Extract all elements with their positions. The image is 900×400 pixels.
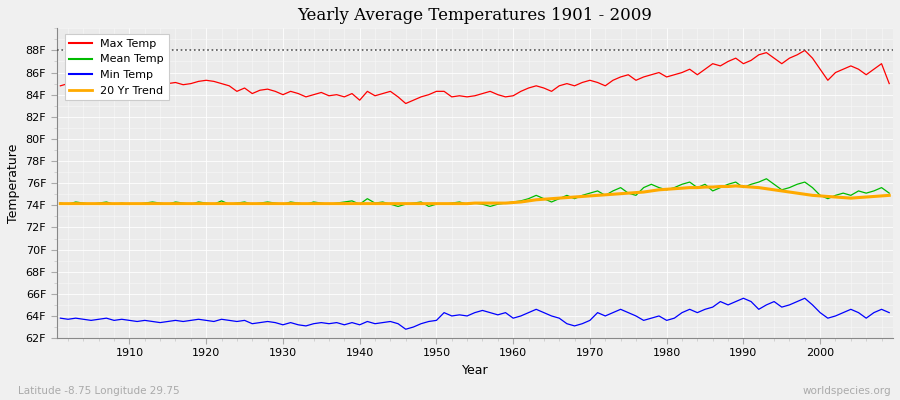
X-axis label: Year: Year <box>462 364 488 377</box>
Title: Yearly Average Temperatures 1901 - 2009: Yearly Average Temperatures 1901 - 2009 <box>297 7 652 24</box>
Text: worldspecies.org: worldspecies.org <box>803 386 891 396</box>
Text: Latitude -8.75 Longitude 29.75: Latitude -8.75 Longitude 29.75 <box>18 386 180 396</box>
Legend: Max Temp, Mean Temp, Min Temp, 20 Yr Trend: Max Temp, Mean Temp, Min Temp, 20 Yr Tre… <box>65 34 168 100</box>
Y-axis label: Temperature: Temperature <box>7 144 20 223</box>
